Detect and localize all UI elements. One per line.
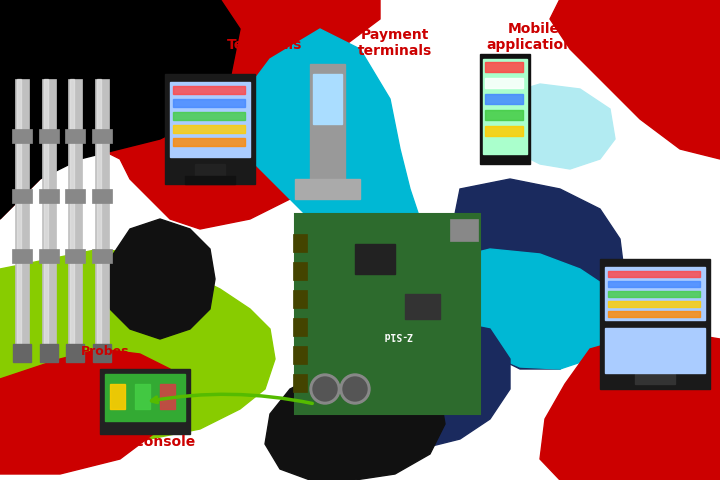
Bar: [135, 384, 150, 409]
Bar: [44, 80, 48, 359]
Bar: [160, 384, 175, 409]
Bar: [355, 244, 395, 275]
Bar: [635, 374, 675, 384]
Polygon shape: [450, 250, 635, 369]
Bar: [605, 267, 705, 320]
Bar: [600, 260, 710, 389]
Polygon shape: [0, 0, 240, 219]
Bar: [483, 60, 527, 155]
Bar: [295, 180, 360, 200]
Bar: [40, 344, 58, 362]
Bar: [185, 177, 235, 185]
Bar: [39, 130, 59, 144]
Bar: [65, 250, 85, 264]
Bar: [480, 55, 530, 165]
Polygon shape: [240, 30, 440, 260]
Bar: [293, 263, 307, 280]
Polygon shape: [490, 85, 615, 169]
Bar: [485, 95, 523, 105]
Bar: [13, 344, 31, 362]
Bar: [173, 139, 245, 147]
Bar: [195, 165, 225, 180]
Bar: [173, 100, 245, 108]
Bar: [170, 83, 250, 157]
Polygon shape: [540, 329, 720, 480]
Text: ATG console: ATG console: [100, 434, 196, 448]
Bar: [173, 126, 245, 134]
Bar: [12, 250, 32, 264]
Bar: [92, 250, 112, 264]
Bar: [110, 384, 125, 409]
Bar: [39, 250, 59, 264]
Polygon shape: [550, 0, 720, 160]
Bar: [15, 80, 29, 359]
Text: Terminals: Terminals: [228, 38, 302, 52]
Circle shape: [313, 377, 337, 401]
Bar: [65, 190, 85, 204]
Bar: [608, 301, 700, 307]
Bar: [70, 80, 74, 359]
Bar: [165, 75, 255, 185]
Bar: [608, 312, 700, 317]
Bar: [173, 87, 245, 95]
Bar: [173, 113, 245, 121]
Bar: [93, 344, 111, 362]
Polygon shape: [0, 0, 380, 229]
Polygon shape: [265, 369, 445, 480]
Bar: [12, 130, 32, 144]
Bar: [42, 80, 56, 359]
Bar: [485, 111, 523, 121]
Bar: [608, 291, 700, 298]
Bar: [405, 294, 440, 319]
Bar: [608, 271, 700, 277]
Bar: [313, 75, 342, 125]
Polygon shape: [450, 180, 625, 369]
Bar: [39, 190, 59, 204]
Bar: [65, 130, 85, 144]
Bar: [608, 281, 700, 288]
Bar: [310, 65, 345, 194]
Bar: [293, 346, 307, 364]
Bar: [100, 369, 190, 434]
Text: Z-S1d: Z-S1d: [383, 329, 412, 339]
Bar: [293, 318, 307, 336]
Bar: [293, 374, 307, 392]
Bar: [68, 80, 82, 359]
Bar: [12, 190, 32, 204]
Bar: [605, 328, 705, 373]
Circle shape: [340, 374, 370, 404]
Bar: [105, 374, 185, 421]
Polygon shape: [105, 219, 215, 339]
Bar: [97, 80, 101, 359]
Bar: [485, 127, 523, 137]
Text: Payment
terminals: Payment terminals: [358, 28, 432, 58]
Bar: [66, 344, 84, 362]
Bar: [485, 79, 523, 89]
Bar: [485, 63, 523, 73]
Text: Probes: Probes: [81, 344, 130, 357]
Polygon shape: [0, 349, 175, 474]
Text: Mobile
applications: Mobile applications: [487, 22, 582, 52]
Circle shape: [343, 377, 367, 401]
Bar: [293, 235, 307, 252]
Polygon shape: [0, 250, 275, 439]
Bar: [95, 80, 109, 359]
Bar: [92, 130, 112, 144]
Bar: [295, 215, 480, 414]
Bar: [450, 219, 478, 241]
Bar: [17, 80, 21, 359]
Polygon shape: [345, 319, 510, 449]
Bar: [92, 190, 112, 204]
Circle shape: [310, 374, 340, 404]
Bar: [293, 290, 307, 308]
